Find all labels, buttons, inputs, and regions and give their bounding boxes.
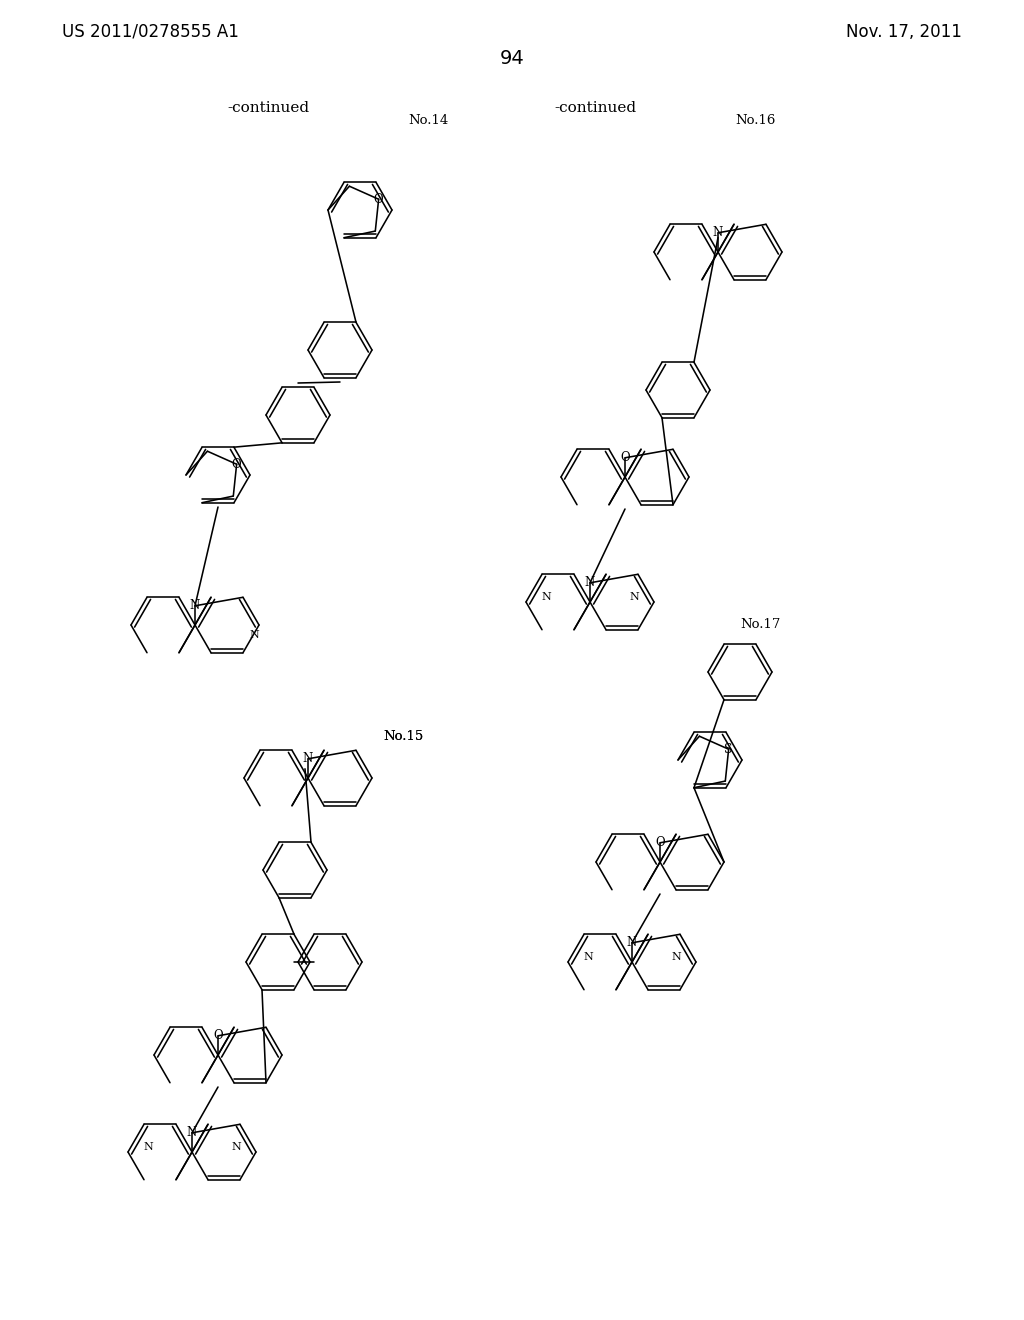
Text: O: O [231,458,242,471]
Text: N: N [583,952,593,962]
Text: No.14: No.14 [408,114,449,127]
Text: N: N [629,591,639,602]
Text: N: N [585,577,595,589]
Text: N: N [627,936,637,949]
Text: O: O [213,1030,223,1043]
Text: N: N [303,752,313,766]
Text: O: O [374,193,383,206]
Text: O: O [655,837,665,849]
Text: N: N [541,591,551,602]
Text: N: N [713,226,723,239]
Text: N: N [143,1142,153,1152]
Text: N: N [249,630,259,640]
Text: Nov. 17, 2011: Nov. 17, 2011 [846,22,962,41]
Text: No.17: No.17 [740,619,780,631]
Text: No.15: No.15 [383,730,423,743]
Text: -continued: -continued [227,102,309,115]
Text: No.16: No.16 [735,114,775,127]
Text: No.15: No.15 [383,730,423,743]
Text: US 2011/0278555 A1: US 2011/0278555 A1 [62,22,239,41]
Text: 94: 94 [500,49,524,67]
Text: S: S [724,743,733,756]
Text: N: N [671,952,681,962]
Text: N: N [189,599,200,612]
Text: N: N [231,1142,241,1152]
Text: -continued: -continued [554,102,636,115]
Text: O: O [621,451,630,465]
Text: N: N [186,1126,198,1139]
